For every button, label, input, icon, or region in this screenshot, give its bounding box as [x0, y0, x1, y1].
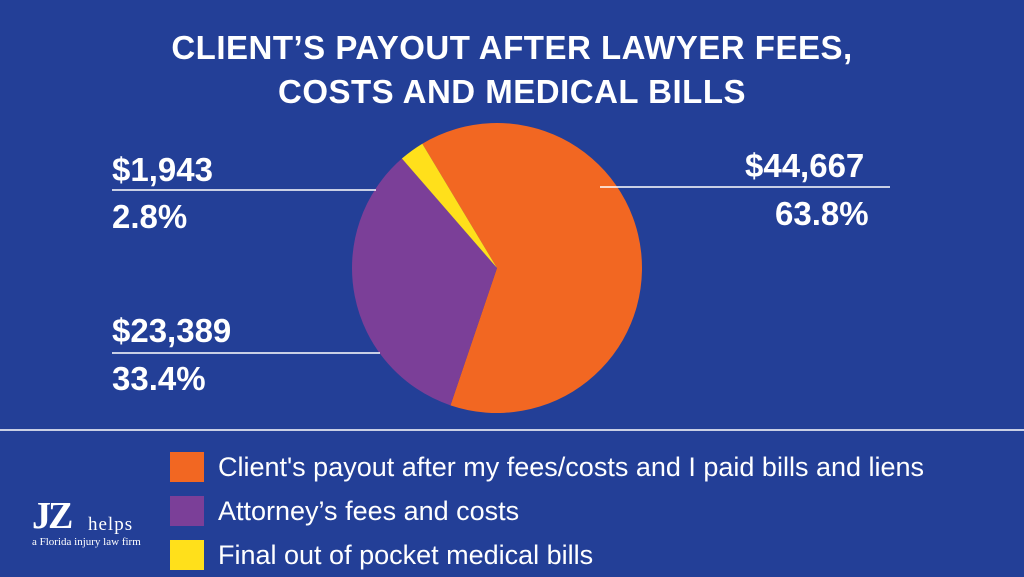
legend-item-client: Client's payout after my fees/costs and …: [170, 445, 924, 489]
legend-swatch-attorney: [170, 496, 204, 526]
legend-label-attorney: Attorney’s fees and costs: [218, 495, 520, 526]
chart-title-line-1: CLIENT’S PAYOUT AFTER LAWYER FEES,: [171, 29, 853, 66]
legend-swatch-client: [170, 452, 204, 482]
chart-title-line-2: COSTS AND MEDICAL BILLS: [277, 73, 746, 110]
leader-lines: [0, 186, 1024, 431]
legend-label-client: Client's payout after my fees/costs and …: [218, 451, 925, 482]
logo-helps: helps: [88, 514, 134, 535]
percent-label-client: 63.8%: [775, 195, 869, 232]
percent-label-attorney: 33.4%: [112, 360, 206, 397]
logo-brand: JZ: [32, 495, 73, 537]
value-label-medical: $1,943: [112, 151, 213, 188]
chart-title: CLIENT’S PAYOUT AFTER LAWYER FEES, COSTS…: [0, 26, 1024, 114]
value-label-attorney: $23,389: [112, 312, 232, 349]
legend-item-attorney: Attorney’s fees and costs: [170, 489, 924, 533]
legend-item-medical: Final out of pocket medical bills: [170, 533, 924, 577]
logo-tagline: a Florida injury law firm: [32, 536, 141, 548]
value-label-client: $44,667: [745, 147, 865, 184]
legend-swatch-medical: [170, 540, 204, 570]
pie-slice-client: [422, 123, 642, 414]
pie-slice-attorney: [352, 158, 497, 406]
legend: Client's payout after my fees/costs and …: [170, 445, 924, 577]
pie-slice-medical: [401, 143, 497, 268]
legend-label-medical: Final out of pocket medical bills: [218, 539, 594, 570]
jz-helps-logo: JZ helps a Florida injury law firm: [32, 496, 141, 548]
percent-label-medical: 2.8%: [112, 198, 188, 235]
